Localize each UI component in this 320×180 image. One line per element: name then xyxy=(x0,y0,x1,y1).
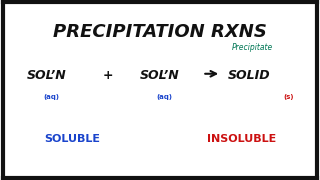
Text: SOLID: SOLID xyxy=(228,69,271,82)
Text: INSOLUBLE: INSOLUBLE xyxy=(207,134,276,144)
Text: (aq): (aq) xyxy=(44,94,60,100)
Text: PRECIPITATION RXNS: PRECIPITATION RXNS xyxy=(53,23,267,41)
Text: Precipitate: Precipitate xyxy=(232,43,273,52)
Text: SOL’N: SOL’N xyxy=(140,69,180,82)
Text: SOL’N: SOL’N xyxy=(27,69,67,82)
Text: (aq): (aq) xyxy=(157,94,173,100)
Text: (s): (s) xyxy=(283,94,294,100)
Text: +: + xyxy=(103,69,114,82)
Text: SOLUBLE: SOLUBLE xyxy=(44,134,100,144)
